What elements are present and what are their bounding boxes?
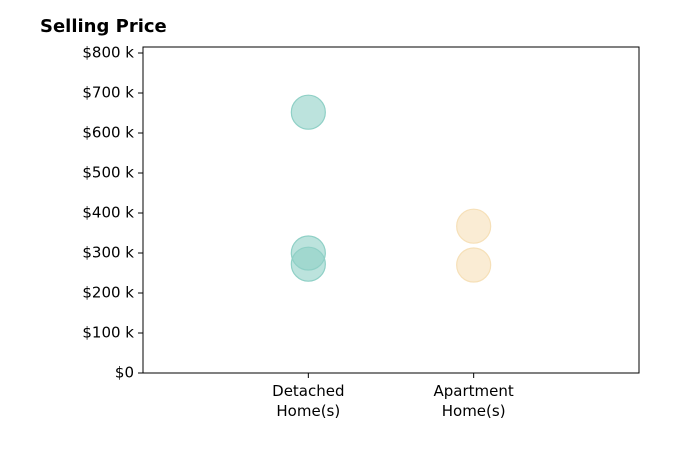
point — [456, 208, 492, 244]
point — [290, 246, 326, 282]
y-tick-label: $700 k — [82, 84, 134, 102]
point — [456, 247, 492, 283]
y-tick-label: $600 k — [82, 124, 134, 142]
y-tick-label: $0 — [115, 364, 134, 382]
y-tick-label: $300 k — [82, 244, 134, 262]
x-tick-label: Detached Home(s) — [272, 382, 345, 420]
y-tick-label: $800 k — [82, 44, 134, 62]
x-tick-label: Apartment Home(s) — [433, 382, 514, 420]
y-tick-label: $200 k — [82, 284, 134, 302]
plot-frame — [142, 46, 640, 374]
point — [290, 94, 326, 130]
y-tick-label: $500 k — [82, 164, 134, 182]
y-tick-label: $100 k — [82, 324, 134, 342]
chart-title: Selling Price — [40, 16, 167, 37]
y-tick-label: $400 k — [82, 204, 134, 222]
